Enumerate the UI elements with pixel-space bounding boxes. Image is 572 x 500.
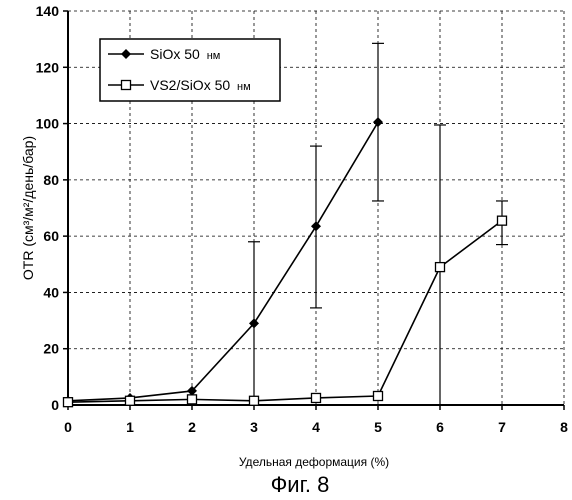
x-tick-label: 1 — [126, 419, 134, 435]
x-tick-label: 7 — [498, 419, 506, 435]
data-point-square — [64, 398, 73, 407]
series-line-0 — [68, 122, 378, 401]
x-tick-label: 2 — [188, 419, 196, 435]
legend-label-siox-unit: нм — [207, 50, 221, 62]
y-tick-label: 40 — [43, 284, 59, 300]
legend-marker-vs2 — [122, 81, 131, 90]
y-tick-label: 0 — [51, 397, 59, 413]
legend-label-vs2-name: VS2/SiOx 50 — [150, 77, 230, 93]
x-tick-label: 6 — [436, 419, 444, 435]
y-tick-label: 100 — [36, 116, 60, 132]
data-point-square — [188, 395, 197, 404]
data-point-diamond — [373, 117, 383, 127]
y-tick-label: 140 — [36, 3, 60, 19]
x-tick-label: 3 — [250, 419, 258, 435]
y-tick-label: 80 — [43, 172, 59, 188]
data-point-square — [436, 263, 445, 272]
figure-caption: Фиг. 8 — [271, 472, 330, 497]
data-point-square — [312, 393, 321, 402]
data-point-diamond — [311, 221, 321, 231]
x-tick-label: 8 — [560, 419, 568, 435]
series-line-1 — [68, 221, 502, 403]
x-axis-label: Удельная деформация (%) — [239, 455, 389, 469]
data-point-square — [250, 396, 259, 405]
x-tick-label: 0 — [64, 419, 72, 435]
y-tick-label: 20 — [43, 341, 59, 357]
y-tick-label: 60 — [43, 228, 59, 244]
error-bars — [248, 43, 508, 405]
x-tick-label: 4 — [312, 419, 320, 435]
data-point-square — [498, 216, 507, 225]
legend-label-vs2-unit: нм — [237, 81, 251, 93]
x-tick-label: 5 — [374, 419, 382, 435]
data-point-square — [374, 391, 383, 400]
legend: SiOx 50 нм VS2/SiOx 50 нм — [100, 39, 280, 101]
y-tick-label: 120 — [36, 59, 60, 75]
y-axis-label: OTR (см³/м²/день/бар) — [20, 136, 36, 280]
data-point-square — [126, 396, 135, 405]
legend-label-siox-name: SiOx 50 — [150, 46, 200, 62]
